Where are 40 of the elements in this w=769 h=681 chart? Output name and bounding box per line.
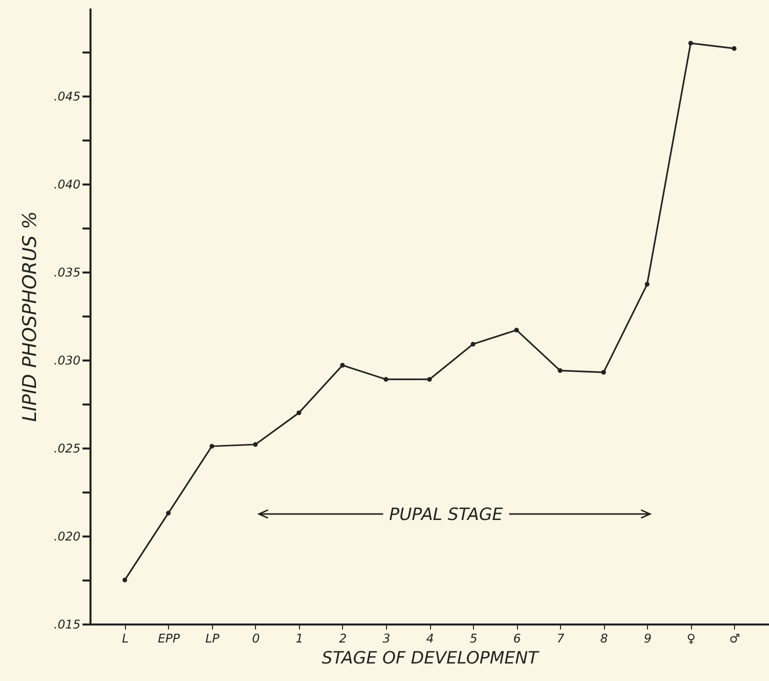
x-tick-label: L: [122, 632, 129, 646]
y-axis-title: LIPID PHOSPHORUS %: [18, 211, 41, 422]
x-tick-label: 1: [296, 632, 304, 646]
x-tick-label: 7: [556, 632, 565, 646]
x-tick-label: 3: [382, 632, 390, 646]
x-tick-label: 2: [339, 632, 347, 646]
x-tick-label: 8: [600, 632, 608, 646]
x-tick-label: 9: [644, 632, 652, 646]
x-tick-label: ♀: [686, 632, 696, 646]
point: [253, 442, 258, 447]
y-tick-label: .025: [54, 442, 80, 456]
point: [688, 40, 693, 46]
point: [427, 377, 432, 382]
y-tick-label: .015: [54, 618, 80, 632]
point: [558, 368, 562, 373]
x-tick-label: EPP: [158, 632, 181, 646]
point: [601, 370, 606, 375]
point: [384, 377, 388, 382]
point: [732, 46, 737, 51]
point: [644, 282, 650, 287]
point: [514, 328, 519, 332]
x-tick-label: 4: [426, 632, 434, 646]
y-tick-label: .020: [54, 530, 81, 544]
x-tick-label: ♂: [729, 632, 740, 646]
x-tick-label: 0: [252, 632, 260, 646]
x-axis-title: STAGE OF DEVELOPMENT: [322, 648, 540, 668]
point: [166, 510, 171, 516]
y-tick-label: .035: [54, 266, 80, 280]
y-tick-label: .045: [54, 90, 80, 104]
point: [470, 342, 476, 346]
annotation: PUPAL STAGE: [389, 505, 504, 525]
point: [122, 578, 128, 582]
y-tick-label: .030: [54, 354, 81, 368]
point: [340, 362, 345, 368]
point: [210, 444, 214, 449]
x-tick-label: 6: [513, 632, 522, 646]
point: [296, 410, 302, 416]
x-tick-label: 5: [470, 632, 478, 646]
y-tick-label: .040: [54, 178, 81, 192]
x-tick-label: LP: [205, 632, 220, 646]
